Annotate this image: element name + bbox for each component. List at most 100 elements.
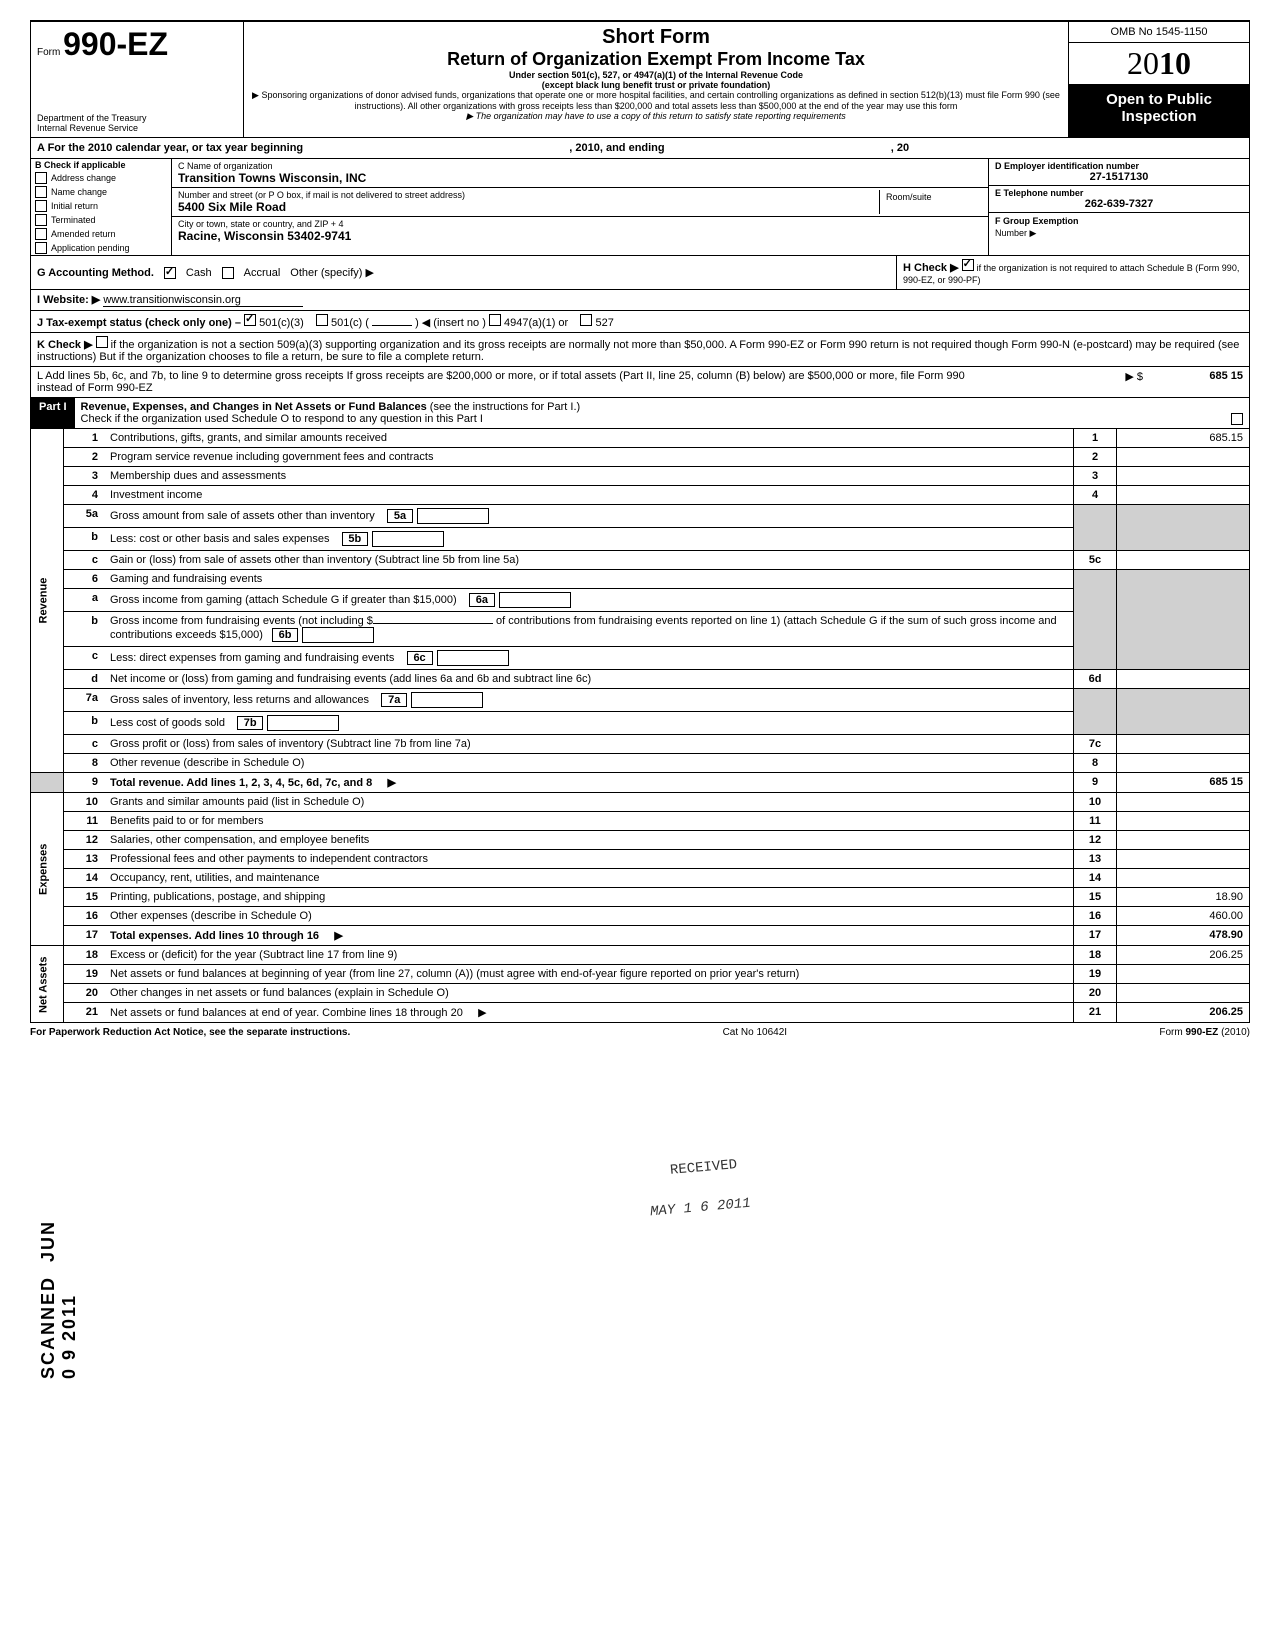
footer-right: Form 990-EZ (2010): [1159, 1027, 1250, 1038]
other-label: Other (specify) ▶: [290, 266, 374, 279]
checkbox-icon[interactable]: [35, 228, 47, 240]
stamp-date: MAY 1 6 2011: [649, 1196, 751, 1221]
omb-number: OMB No 1545-1150: [1069, 22, 1249, 43]
side-blank: [31, 773, 64, 793]
shaded: [1117, 505, 1250, 551]
line-num: 17: [64, 926, 105, 946]
part1-label: Part I: [31, 398, 75, 428]
opt-527: 527: [596, 317, 614, 329]
checkbox-icon[interactable]: [35, 172, 47, 184]
form-prefix: Form: [37, 47, 60, 58]
part1-sub: (see the instructions for Part I.): [430, 401, 580, 413]
amt-1: 685.15: [1117, 429, 1250, 448]
checkbox-schedule-o[interactable]: [1231, 413, 1243, 425]
line-11-desc: Benefits paid to or for members: [104, 812, 1074, 831]
line-6c-desc: Less: direct expenses from gaming and fu…: [104, 647, 1074, 670]
box-14: 14: [1074, 869, 1117, 888]
line-num: 4: [64, 486, 105, 505]
row-a-end: , 20: [891, 142, 909, 154]
line-6b-desc: Gross income from fundraising events (no…: [104, 612, 1074, 647]
line-6-desc: Gaming and fundraising events: [104, 570, 1074, 589]
amt-6d: [1117, 670, 1250, 689]
note-copy: ▶ The organization may have to use a cop…: [252, 111, 1060, 122]
title-return: Return of Organization Exempt From Incom…: [252, 49, 1060, 70]
shaded: [1074, 689, 1117, 735]
row-j: J Tax-exempt status (check only one) – 5…: [30, 311, 1250, 333]
line-6d-desc: Net income or (loss) from gaming and fun…: [104, 670, 1074, 689]
check-name-change[interactable]: Name change: [31, 185, 171, 199]
group-exempt-label: F Group Exemption: [995, 216, 1079, 226]
footer: For Paperwork Reduction Act Notice, see …: [30, 1023, 1250, 1042]
amt-13: [1117, 850, 1250, 869]
check-initial-return[interactable]: Initial return: [31, 199, 171, 213]
check-label: Initial return: [51, 201, 98, 211]
amt-2: [1117, 448, 1250, 467]
col-b-header: B Check if applicable: [31, 159, 171, 171]
row-k: K Check ▶ if the organization is not a s…: [30, 333, 1250, 367]
line-num: 18: [64, 946, 105, 965]
city-label: City or town, state or country, and ZIP …: [178, 219, 982, 229]
amt-9: 685 15: [1117, 773, 1250, 793]
shaded: [1074, 570, 1117, 670]
footer-mid: Cat No 10642I: [723, 1027, 788, 1038]
check-address-change[interactable]: Address change: [31, 171, 171, 185]
amt-8: [1117, 754, 1250, 773]
amt-21: 206.25: [1117, 1003, 1250, 1023]
opt-insert: ) ◀ (insert no ): [415, 317, 486, 329]
checkbox-4947[interactable]: [489, 314, 501, 326]
line-9-desc: Total revenue. Add lines 1, 2, 3, 4, 5c,…: [104, 773, 1074, 793]
check-label: Application pending: [51, 243, 130, 253]
line-1-desc: Contributions, gifts, grants, and simila…: [104, 429, 1074, 448]
year-prefix: 20: [1127, 45, 1159, 81]
row-a-tax-year: A For the 2010 calendar year, or tax yea…: [30, 138, 1250, 159]
line-10-desc: Grants and similar amounts paid (list in…: [104, 793, 1074, 812]
org-name-label: C Name of organization: [178, 161, 982, 171]
box-2: 2: [1074, 448, 1117, 467]
box-7c: 7c: [1074, 735, 1117, 754]
line-num: 1: [64, 429, 105, 448]
box-15: 15: [1074, 888, 1117, 907]
line-num: 16: [64, 907, 105, 926]
ein-label: D Employer identification number: [995, 161, 1243, 171]
checkbox-icon[interactable]: [35, 214, 47, 226]
amt-5c: [1117, 551, 1250, 570]
checkbox-icon[interactable]: [35, 186, 47, 198]
box-11: 11: [1074, 812, 1117, 831]
box-13: 13: [1074, 850, 1117, 869]
line-18-desc: Excess or (deficit) for the year (Subtra…: [104, 946, 1074, 965]
amt-12: [1117, 831, 1250, 850]
amt-11: [1117, 812, 1250, 831]
row-k-text: if the organization is not a section 509…: [37, 339, 1239, 363]
col-de: D Employer identification number 27-1517…: [989, 159, 1249, 255]
check-pending[interactable]: Application pending: [31, 241, 171, 255]
checkbox-icon[interactable]: [35, 242, 47, 254]
row-a-label: A For the 2010 calendar year, or tax yea…: [37, 142, 303, 154]
row-g-label: G Accounting Method.: [37, 267, 154, 279]
box-17: 17: [1074, 926, 1117, 946]
line-5a-desc: Gross amount from sale of assets other t…: [104, 505, 1074, 528]
box-21: 21: [1074, 1003, 1117, 1023]
tax-year: 2010: [1069, 43, 1249, 85]
checkbox-501c3[interactable]: [244, 314, 256, 326]
amt-20: [1117, 984, 1250, 1003]
website-url: www.transitionwisconsin.org: [103, 294, 303, 307]
checkbox-k[interactable]: [96, 336, 108, 348]
checkbox-527[interactable]: [580, 314, 592, 326]
title-short-form: Short Form: [252, 26, 1060, 49]
line-num: 6: [64, 570, 105, 589]
part1-title: Revenue, Expenses, and Changes in Net As…: [75, 398, 1249, 428]
col-c-org: C Name of organization Transition Towns …: [172, 159, 989, 255]
checkbox-accrual[interactable]: [222, 267, 234, 279]
check-label: Amended return: [51, 229, 116, 239]
check-terminated[interactable]: Terminated: [31, 213, 171, 227]
checkbox-501c[interactable]: [316, 314, 328, 326]
checkbox-h[interactable]: [962, 259, 974, 271]
checkbox-icon[interactable]: [35, 200, 47, 212]
box-20: 20: [1074, 984, 1117, 1003]
form-title-block: Short Form Return of Organization Exempt…: [244, 22, 1069, 137]
checkbox-cash[interactable]: [164, 267, 176, 279]
side-revenue: Revenue: [31, 429, 64, 773]
line-3-desc: Membership dues and assessments: [104, 467, 1074, 486]
check-amended[interactable]: Amended return: [31, 227, 171, 241]
ein: 27-1517130: [995, 171, 1243, 183]
